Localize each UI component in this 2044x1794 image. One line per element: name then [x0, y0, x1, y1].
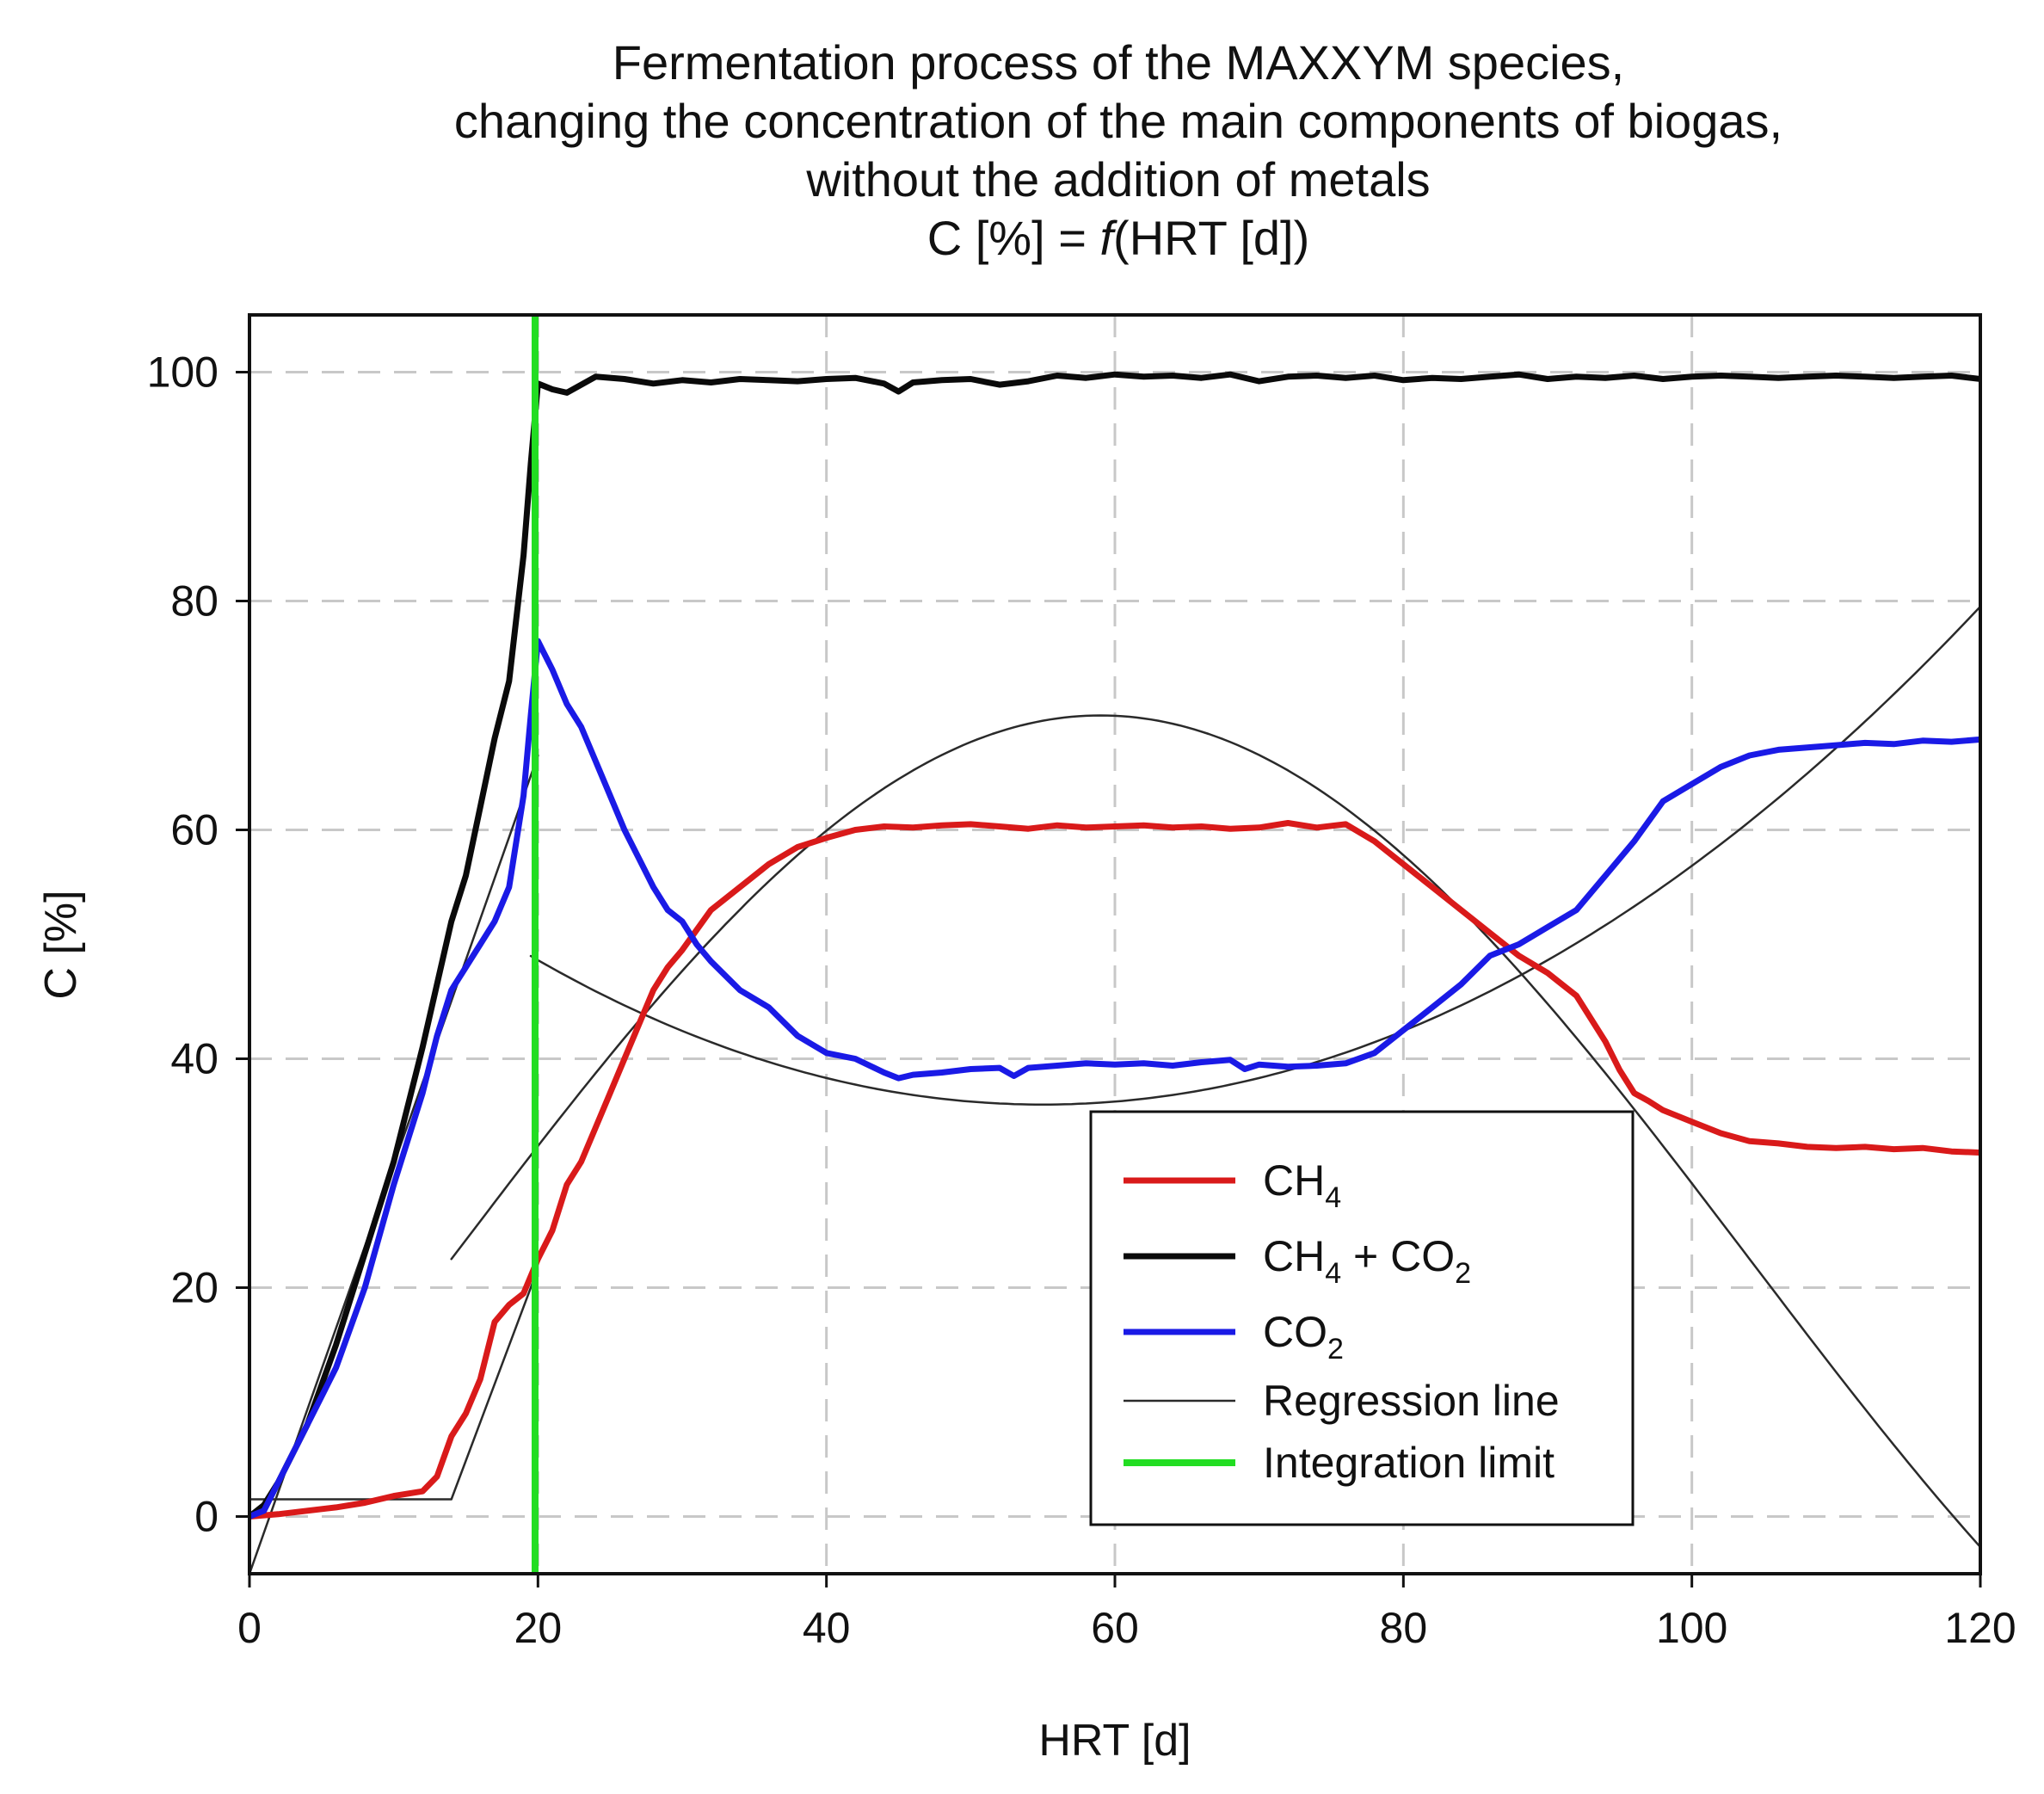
x-tick-label: 60 — [1091, 1604, 1139, 1652]
title-line-1: Fermentation process of the MAXXYM speci… — [613, 35, 1625, 89]
x-tick-label: 40 — [803, 1604, 851, 1652]
y-tick-label: 40 — [170, 1035, 219, 1083]
y-tick-label: 80 — [170, 577, 219, 626]
legend-label-ch4: CH4 — [1263, 1156, 1341, 1214]
y-tick-label: 0 — [194, 1493, 219, 1541]
legend-label-co2: CO2 — [1263, 1308, 1344, 1366]
regression-line — [450, 714, 1979, 1547]
title-line-3: without the addition of metals — [805, 152, 1430, 207]
chart-title: Fermentation process of the MAXXYM speci… — [454, 35, 1782, 265]
series-line-sum — [251, 371, 1979, 1520]
x-tick-label: 20 — [514, 1604, 563, 1652]
legend-label-ch4-co2: CH4 + CO2 — [1263, 1232, 1471, 1290]
x-tick-label: 80 — [1380, 1604, 1428, 1652]
regression-line — [251, 1274, 537, 1501]
axis-ticks: 0 20 40 60 80 100 120 0 20 40 60 80 100 — [147, 348, 2016, 1653]
series-line-ch4 — [251, 820, 1979, 1520]
x-axis-title: HRT [d] — [1038, 1716, 1191, 1766]
title-formula: C [%] = f(HRT [d]) — [927, 211, 1309, 265]
y-tick-label: 60 — [170, 806, 219, 854]
series-line-co2 — [251, 638, 1979, 1520]
regression-line — [529, 607, 1979, 1106]
x-tick-label: 100 — [1656, 1604, 1727, 1652]
title-formula-prefix: C [%] = — [927, 211, 1100, 265]
legend: CH4 CH4 + CO2 CO2 Regression line Integr… — [1089, 1110, 1635, 1526]
y-axis-title: C [%] — [36, 890, 86, 999]
title-formula-suffix: (HRT [d]) — [1113, 211, 1309, 265]
x-tick-label: 0 — [237, 1604, 262, 1652]
series-layer — [251, 317, 1979, 1572]
title-line-2: changing the concentration of the main c… — [454, 94, 1782, 148]
x-tick-label: 120 — [1944, 1604, 2016, 1652]
legend-label-integration-limit: Integration limit — [1263, 1439, 1555, 1487]
y-tick-label: 100 — [147, 348, 219, 397]
legend-label-regression: Regression line — [1263, 1377, 1560, 1425]
y-tick-label: 20 — [170, 1264, 219, 1312]
